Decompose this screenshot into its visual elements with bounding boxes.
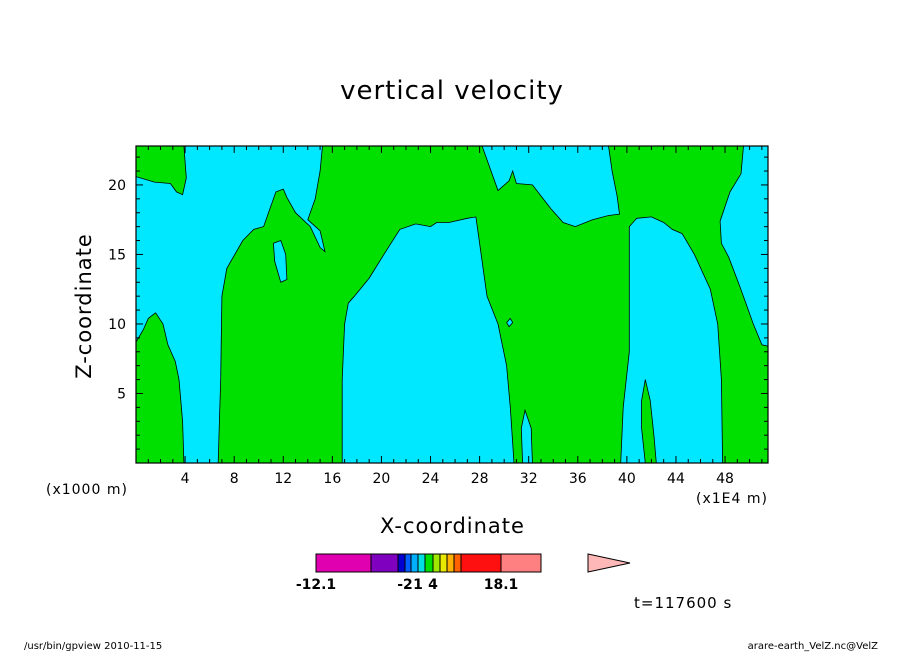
x-tick-label: 8 xyxy=(230,471,239,487)
x-tick-label: 44 xyxy=(667,471,685,487)
chart-title: vertical velocity xyxy=(340,76,564,106)
x-tick-label: 24 xyxy=(422,471,440,487)
negative-region-island-12 xyxy=(272,239,288,283)
y-tick-label: 20 xyxy=(108,178,126,194)
colorbar-segment xyxy=(460,553,502,573)
colorbar-label: 18.1 xyxy=(483,577,519,593)
x-tick-label: 28 xyxy=(471,471,489,487)
colorbar-label: -2 xyxy=(397,577,413,593)
x-unit-right-label: (x1E4 m) xyxy=(696,491,768,507)
colorbar-segment xyxy=(432,553,441,573)
x-tick-label: 20 xyxy=(373,471,391,487)
x-tick-label: 48 xyxy=(716,471,734,487)
colorbar-segment xyxy=(424,553,434,573)
colorbar-segment xyxy=(315,553,372,573)
positive-region-left-upper xyxy=(136,146,187,196)
footer-left-text: /usr/bin/gpview 2010-11-15 xyxy=(24,641,163,652)
colorbar-segment xyxy=(453,553,462,573)
y-tick-label: 5 xyxy=(117,386,126,402)
colorbar-segment xyxy=(500,553,542,573)
colorbar-segment xyxy=(370,553,399,573)
y-tick-label: 10 xyxy=(108,317,126,333)
y-tick-label: 15 xyxy=(108,247,126,263)
time-label: t=117600 s xyxy=(634,594,733,612)
x-axis-label: X-coordinate xyxy=(380,514,525,538)
x-tick-label: 32 xyxy=(520,471,538,487)
x-unit-left-label: (x1000 m) xyxy=(46,482,128,498)
colorbar-segment xyxy=(439,553,448,573)
x-tick-label: 40 xyxy=(618,471,636,487)
colorbar-segment xyxy=(397,553,406,573)
colorbar-label: 1 xyxy=(413,577,423,593)
x-tick-label: 16 xyxy=(323,471,341,487)
colorbar-segment xyxy=(417,553,426,573)
colorbar-label: 4 xyxy=(428,577,438,593)
x-tick-label: 12 xyxy=(274,471,292,487)
footer-right-text: arare-earth_VelZ.nc@VelZ xyxy=(747,641,878,652)
plot-frame xyxy=(135,145,769,464)
x-tick-label: 4 xyxy=(181,471,190,487)
colorbar-label: -12.1 xyxy=(295,577,337,593)
contour-regions xyxy=(136,146,768,463)
colorbar-segment xyxy=(446,553,455,573)
positive-region-left-lower xyxy=(136,312,185,463)
colorbar-arrow xyxy=(587,553,631,573)
negative-region-island-30 xyxy=(506,317,514,328)
x-tick-label: 36 xyxy=(569,471,587,487)
colorbar-segment xyxy=(410,553,419,573)
positive-region-main-a xyxy=(217,146,768,463)
colorbar-segment xyxy=(404,553,412,573)
positive-region-spike-41 xyxy=(641,379,657,463)
